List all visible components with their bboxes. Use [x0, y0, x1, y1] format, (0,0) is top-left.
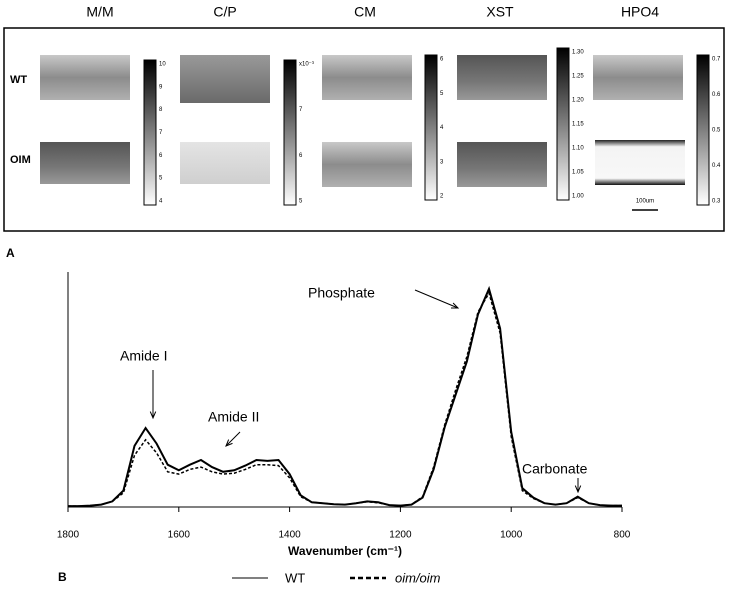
x-tick-label: 1800 — [57, 530, 80, 541]
colorbar-label: 1.05 — [572, 170, 584, 176]
image — [322, 142, 412, 187]
colorbar-label: 4 — [440, 125, 444, 131]
panel-a-frame — [3, 27, 725, 232]
colorbar — [556, 47, 570, 201]
annotation-arrow — [414, 289, 459, 309]
colorbar-label: 5 — [159, 176, 163, 182]
annotation: Amide II — [208, 409, 259, 425]
colorbar — [143, 59, 157, 206]
colorbar-label: 4 — [159, 199, 163, 205]
legend-label: oim/oim — [395, 570, 441, 585]
arrow-head — [574, 485, 582, 494]
row-label: WT — [10, 74, 27, 86]
colorbar-label: 0.4 — [712, 163, 721, 169]
colorbar-label: 6 — [159, 153, 163, 159]
colorbar-label: 0.3 — [712, 199, 721, 205]
arrow-head — [149, 411, 157, 420]
panel-letter: A — [6, 246, 15, 260]
image — [457, 55, 547, 100]
colorbar-label: 8 — [159, 107, 163, 113]
image — [180, 55, 270, 103]
colorbar-label: 1.20 — [572, 98, 584, 104]
x-axis-label: Wavenumber (cm⁻¹) — [288, 544, 402, 558]
image — [322, 55, 412, 100]
column-title: CM — [354, 4, 376, 20]
colorbar-label: 5 — [299, 199, 303, 205]
colorbar-label: 0.6 — [712, 92, 721, 98]
colorbar-label: 0.7 — [712, 57, 721, 63]
images — [40, 55, 685, 187]
colorbar-label: 7 — [159, 130, 163, 136]
colorbar-label: 7 — [299, 107, 303, 113]
colorbar-label: 0.5 — [712, 128, 721, 134]
colorbar-label: 6 — [440, 57, 444, 63]
annotation: Phosphate — [308, 285, 375, 301]
annotation-arrow — [225, 431, 241, 447]
panel-letter: B — [58, 570, 67, 584]
arrow-head — [225, 439, 233, 447]
colorbar-label: 1.15 — [572, 122, 584, 128]
colorbar-label: 9 — [159, 84, 163, 90]
row-label: OIM — [10, 154, 31, 166]
image — [40, 142, 130, 184]
colorbar-label: 3 — [440, 159, 444, 165]
x-tick-label: 1600 — [168, 530, 191, 541]
x-tick-label: 1400 — [278, 530, 301, 541]
x-tick-label: 1200 — [389, 530, 412, 541]
colorbar-label: 10 — [159, 62, 166, 68]
image — [180, 142, 270, 184]
column-title: M/M — [86, 4, 113, 20]
annotation: Amide I — [120, 348, 167, 364]
colorbar-label: 5 — [440, 91, 444, 97]
colorbar — [283, 59, 297, 206]
colorbar — [696, 54, 710, 206]
spectrum-line — [68, 291, 622, 507]
colorbar-label: x10⁻³ — [299, 62, 314, 68]
column-title: XST — [486, 4, 514, 20]
image — [593, 55, 683, 100]
column-title: HPO4 — [621, 4, 659, 20]
scale-bar-label: 100um — [636, 199, 654, 205]
image — [595, 140, 685, 185]
colorbar-label: 1.30 — [572, 50, 584, 56]
x-tick-label: 800 — [614, 530, 631, 541]
legend-label: WT — [285, 570, 305, 585]
arrow-head — [450, 302, 460, 309]
image — [457, 142, 547, 187]
annotation: Carbonate — [522, 461, 588, 477]
x-tick-label: 1000 — [500, 530, 523, 541]
colorbar-label: 6 — [299, 153, 303, 159]
colorbar-label: 2 — [440, 194, 444, 200]
colorbar — [424, 54, 438, 201]
column-title: C/P — [213, 4, 236, 20]
image — [40, 55, 130, 100]
colorbar-label: 1.10 — [572, 146, 584, 152]
colorbar-label: 1.00 — [572, 194, 584, 200]
colorbar-label: 1.25 — [572, 74, 584, 80]
